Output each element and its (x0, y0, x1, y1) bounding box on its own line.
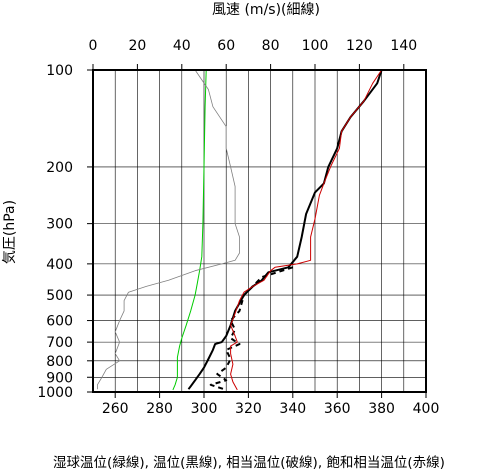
pressure-tick-label: 900 (46, 370, 73, 386)
top-tick-label: 40 (173, 38, 191, 54)
bottom-tick-label: 260 (102, 401, 129, 417)
tick-marks (87, 64, 427, 398)
pressure-tick-label: 600 (46, 314, 73, 330)
series-line-2 (209, 266, 294, 391)
bottom-tick-label: 280 (146, 401, 173, 417)
top-tick-label: 60 (217, 38, 235, 54)
pressure-tick-label: 800 (46, 354, 73, 370)
top-tick-label: 140 (390, 38, 417, 54)
plot-frame (92, 69, 427, 393)
pressure-tick-label: 400 (46, 257, 73, 273)
top-tick-label: 120 (346, 38, 373, 54)
left-axis-label: 気圧(hPa) (2, 200, 18, 264)
pressure-tick-label: 200 (46, 160, 73, 176)
series-line-1 (187, 69, 383, 390)
pressure-tick-label: 500 (46, 288, 73, 304)
top-tick-label: 80 (262, 38, 280, 54)
pressure-tick-label: 1000 (37, 385, 73, 401)
top-tick-label: 20 (128, 38, 146, 54)
bottom-tick-label: 360 (324, 401, 351, 417)
bottom-tick-label: 340 (279, 401, 306, 417)
top-axis-label: 風速 (m/s)(細線) (212, 2, 320, 18)
grid-lines (93, 70, 426, 392)
series-line-4 (97, 69, 240, 390)
pressure-tick-label: 300 (46, 217, 73, 233)
series-group (97, 69, 383, 391)
tick-labels: 0 20 40 60 80 100 120 140 260 280 300 320 340 360 380 4… (37, 38, 439, 417)
series-line-3 (230, 69, 383, 391)
pressure-tick-label: 700 (46, 335, 73, 351)
bottom-tick-label: 320 (235, 401, 262, 417)
bottom-tick-label: 300 (191, 401, 218, 417)
top-tick-label: 100 (302, 38, 329, 54)
series-line-0 (172, 69, 207, 391)
pressure-tick-label: 100 (46, 63, 73, 79)
bottom-axis-label: 湿球温位(緑線), 温位(黒線), 相当温位(破線), 飽和相当温位(赤線) (53, 455, 445, 471)
bottom-tick-label: 380 (368, 401, 395, 417)
bottom-tick-label: 400 (413, 401, 440, 417)
top-tick-label: 0 (89, 38, 98, 54)
